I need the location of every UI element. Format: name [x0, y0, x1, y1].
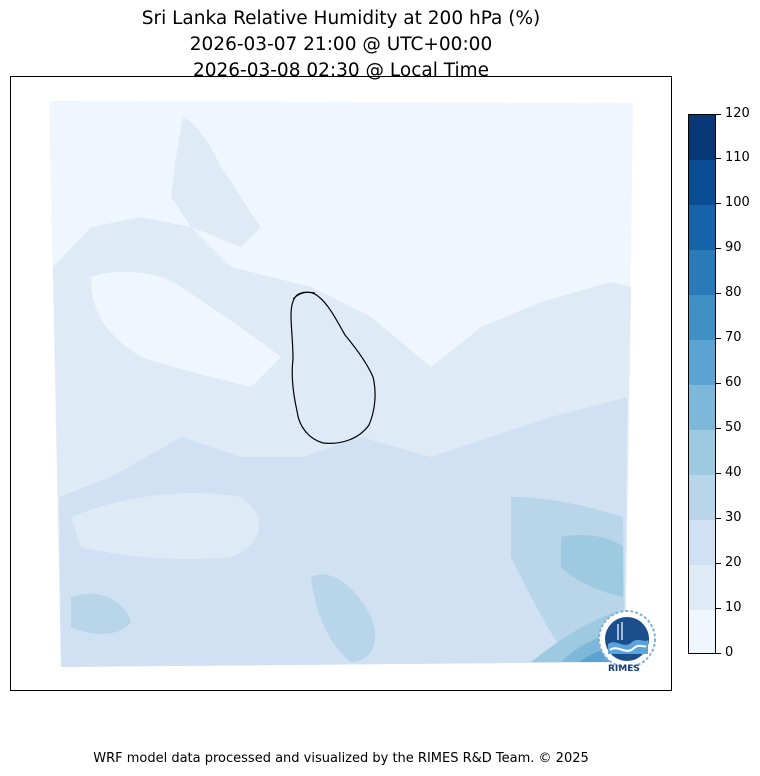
- colorbar-tick: [716, 383, 721, 384]
- colorbar-tick: [716, 518, 721, 519]
- humidity-band-30-40-west: [71, 593, 131, 634]
- map-frame: [10, 76, 672, 691]
- colorbar-tick-label: 120: [725, 106, 750, 121]
- humidity-band-low-intrusion: [91, 271, 281, 387]
- colorbar-tick-label: 30: [725, 510, 742, 525]
- colorbar-tick: [716, 563, 721, 564]
- colorbar-tick-label: 50: [725, 420, 742, 435]
- colorbar-band: [689, 115, 715, 160]
- colorbar-tick-label: 10: [725, 600, 742, 615]
- colorbar-tick-label: 60: [725, 375, 742, 390]
- colorbar-band: [689, 565, 715, 610]
- humidity-band-20-30: [59, 397, 627, 667]
- colorbar-tick-label: 100: [725, 195, 750, 210]
- colorbar-tick: [716, 473, 721, 474]
- colorbar-band: [689, 295, 715, 340]
- colorbar-band: [689, 610, 715, 653]
- colorbar-tick-label: 70: [725, 330, 742, 345]
- colorbar-tick: [716, 653, 721, 654]
- title-line-1: Sri Lanka Relative Humidity at 200 hPa (…: [141, 8, 541, 29]
- colorbar-band: [689, 430, 715, 475]
- colorbar-band: [689, 475, 715, 520]
- humidity-map: [49, 101, 633, 667]
- colorbar-tick: [716, 608, 721, 609]
- humidity-band-40-50: [561, 535, 623, 597]
- humidity-band-30-40-south: [311, 574, 375, 662]
- colorbar-tick: [716, 248, 721, 249]
- colorbar-tick: [716, 338, 721, 339]
- logo-text: RIMES: [608, 664, 640, 674]
- sri-lanka-coastline: [290, 291, 376, 444]
- colorbar-tick-label: 80: [725, 285, 742, 300]
- colorbar-tick-label: 90: [725, 240, 742, 255]
- colorbar-band: [689, 340, 715, 385]
- colorbar: [688, 114, 716, 654]
- colorbar-tick-label: 110: [725, 150, 750, 165]
- colorbar-band: [689, 160, 715, 205]
- colorbar-band: [689, 520, 715, 565]
- title-line-2: 2026-03-07 21:00 @ UTC+00:00: [189, 34, 493, 55]
- colorbar-tick: [716, 428, 721, 429]
- colorbar-band: [689, 250, 715, 295]
- jaffna-peninsula: [292, 291, 316, 300]
- colorbar-tick-label: 20: [725, 555, 742, 570]
- rimes-logo-icon: [598, 610, 656, 668]
- colorbar-band: [689, 385, 715, 430]
- colorbar-tick: [716, 158, 721, 159]
- humidity-band-low-pocket: [71, 493, 260, 559]
- colorbar-tick-label: 0: [725, 645, 734, 660]
- colorbar-tick: [716, 293, 721, 294]
- humidity-band-10-20-north: [171, 117, 261, 247]
- chart-title: Sri Lanka Relative Humidity at 200 hPa (…: [10, 6, 672, 84]
- rimes-logo: [596, 610, 658, 678]
- title-line-3: 2026-03-08 02:30 @ Local Time: [192, 60, 490, 81]
- colorbar-tick: [716, 203, 721, 204]
- colorbar-tick-label: 40: [725, 465, 742, 480]
- colorbar-band: [689, 205, 715, 250]
- footer-credit: WRF model data processed and visualized …: [93, 751, 589, 766]
- colorbar-tick: [716, 114, 721, 115]
